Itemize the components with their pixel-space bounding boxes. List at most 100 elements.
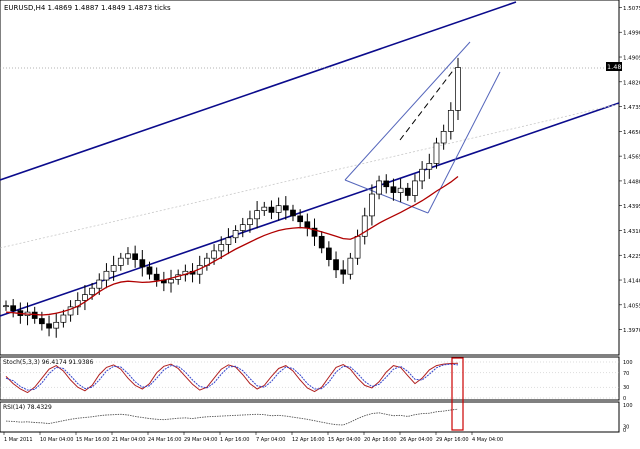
candle-body[interactable]	[311, 227, 318, 237]
candle-body[interactable]	[168, 279, 174, 284]
short-channel-upper[interactable]	[344, 41, 471, 181]
candle-body[interactable]	[247, 218, 253, 225]
rsi-levels: 100 300	[623, 403, 633, 434]
candlestick-series[interactable]	[3, 57, 461, 338]
candle-body[interactable]	[10, 305, 17, 311]
stochastic-level-label: 70	[623, 371, 629, 377]
candle-body[interactable]	[361, 215, 368, 237]
candle-body[interactable]	[239, 224, 246, 231]
candle-body[interactable]	[282, 205, 289, 211]
candle-body[interactable]	[103, 270, 110, 281]
rsi-pane[interactable]: RSI(14) 78.4329 100 300	[0, 401, 633, 434]
candle-body[interactable]	[297, 215, 304, 223]
candle-body[interactable]	[261, 206, 268, 212]
candle-body[interactable]	[404, 187, 411, 196]
time-tick-label: 29 Mar 04:00	[184, 437, 217, 443]
channel-upper-line[interactable]	[0, 1, 517, 181]
candle-body[interactable]	[132, 253, 139, 260]
time-tick-label: 20 Apr 16:00	[364, 437, 397, 443]
candle-body[interactable]	[325, 247, 332, 260]
candle-body[interactable]	[433, 142, 440, 164]
time-tick-label: 7 Apr 04:00	[256, 437, 285, 443]
candle-body[interactable]	[318, 235, 325, 249]
stochastic-level-label: 100	[623, 360, 633, 366]
short-channel-base[interactable]	[344, 179, 429, 214]
price-tick-label: 1.4905	[623, 56, 640, 62]
candle-body[interactable]	[376, 180, 382, 195]
rsi-line[interactable]	[5, 408, 459, 426]
rsi-label: RSI(14) 78.4329	[3, 404, 52, 411]
candle-body[interactable]	[153, 273, 160, 281]
rsi-level-label: 30	[623, 424, 629, 430]
candle-body[interactable]	[125, 253, 131, 259]
stochastic-pane[interactable]: Stoch(5,3,3) 96.4174 91.9386 100 70 30 0	[0, 356, 633, 402]
candle-body[interactable]	[412, 180, 418, 196]
candle-body[interactable]	[383, 180, 390, 188]
time-tick-label: 10 Mar 04:00	[40, 437, 73, 443]
time-tick-label: 1 Apr 16:00	[220, 437, 249, 443]
stochastic-d-line[interactable]	[5, 363, 459, 391]
candle-body[interactable]	[3, 305, 9, 308]
stochastic-level-label: 30	[623, 385, 629, 391]
time-tick-label: 29 Apr 16:00	[436, 437, 469, 443]
price-pane-frame	[0, 0, 620, 356]
candle-body[interactable]	[232, 230, 239, 239]
candle-body[interactable]	[60, 314, 67, 323]
current-price-tag	[606, 62, 622, 71]
candle-body[interactable]	[146, 266, 153, 275]
candle-body[interactable]	[447, 110, 454, 132]
time-tick-label: 12 Apr 16:00	[292, 437, 325, 443]
candle-body[interactable]	[455, 67, 461, 111]
candle-body[interactable]	[333, 259, 339, 271]
candle-body[interactable]	[53, 321, 60, 329]
candle-body[interactable]	[390, 186, 397, 193]
time-tick-label: 15 Mar 16:00	[76, 437, 109, 443]
candle-body[interactable]	[426, 163, 433, 170]
candle-body[interactable]	[218, 244, 225, 252]
time-tick-label: 4 May 04:00	[472, 437, 503, 443]
time-tick-label: 21 Mar 04:00	[112, 437, 145, 443]
moving-average-line[interactable]	[5, 176, 459, 316]
candle-body[interactable]	[82, 294, 88, 301]
candle-body[interactable]	[354, 235, 361, 259]
candle-body[interactable]	[254, 210, 260, 220]
candle-body[interactable]	[67, 306, 74, 316]
candle-body[interactable]	[211, 250, 217, 259]
rsi-pane-frame	[0, 401, 620, 433]
rsi-level-label: 100	[623, 403, 633, 409]
candle-body[interactable]	[39, 318, 45, 325]
candle-body[interactable]	[96, 279, 103, 289]
price-tick-label: 1.4225	[623, 254, 640, 260]
stochastic-pane-frame	[0, 356, 620, 401]
candle-body[interactable]	[419, 168, 425, 182]
candle-body[interactable]	[117, 257, 124, 266]
candle-body[interactable]	[397, 187, 404, 193]
projection-dashed-line[interactable]	[399, 67, 456, 141]
candle-body[interactable]	[290, 209, 296, 217]
candle-body[interactable]	[110, 265, 117, 272]
candle-body[interactable]	[225, 237, 232, 245]
candle-body[interactable]	[369, 193, 375, 217]
price-pane[interactable]: EURUSD,H4 1.4869 1.4887 1.4849 1.4873 ti…	[0, 0, 640, 356]
candle-body[interactable]	[440, 131, 447, 144]
stochastic-level-label: 0	[623, 396, 626, 402]
highlight-box	[451, 357, 464, 431]
price-axis: 1.5075 1.4990 1.4905 1.4820 1.4735 1.4650 1.45…	[619, 6, 640, 334]
price-tick-label: 1.4140	[623, 279, 640, 285]
candle-body[interactable]	[31, 311, 38, 319]
candle-body[interactable]	[268, 206, 275, 213]
candle-body[interactable]	[340, 269, 347, 275]
channel-lower-line[interactable]	[0, 102, 620, 317]
time-tick-label: 15 Apr 04:00	[328, 437, 361, 443]
candle-body[interactable]	[139, 259, 146, 268]
time-axis: 1 Mar 2011 10 Mar 04:00 15 Mar 16:00 21 Mar…	[3, 432, 503, 443]
candle-body[interactable]	[304, 221, 311, 229]
candle-body[interactable]	[347, 257, 354, 275]
channel-mid-line[interactable]	[0, 103, 620, 249]
candle-body[interactable]	[275, 205, 282, 213]
candle-body[interactable]	[89, 287, 95, 295]
stochastic-k-line[interactable]	[5, 362, 459, 394]
candle-body[interactable]	[46, 323, 52, 329]
